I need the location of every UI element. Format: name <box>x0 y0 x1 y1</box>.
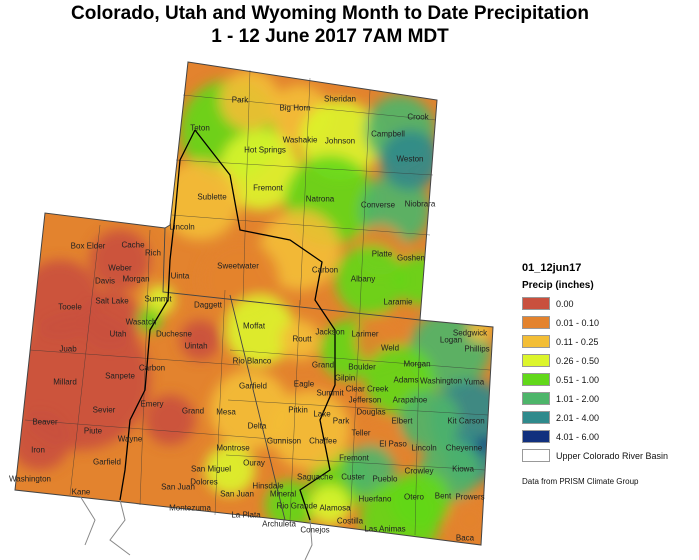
legend-row: 0.26 - 0.50 <box>522 351 668 370</box>
precip-area <box>220 70 280 130</box>
precip-area <box>180 320 220 360</box>
legend-row: 2.01 - 4.00 <box>522 408 668 427</box>
legend: 01_12jun17 Precip (inches) 0.00 0.01 - 0.… <box>522 262 668 486</box>
precip-area <box>90 230 150 290</box>
legend-basin-row: Upper Colorado River Basin <box>522 446 668 465</box>
upper-colorado-basin-outline <box>119 129 336 521</box>
legend-swatch <box>522 373 550 386</box>
precip-area <box>450 500 490 540</box>
legend-label: 0.01 - 0.10 <box>556 317 600 328</box>
county-boundaries <box>24 69 491 536</box>
precip-area <box>395 255 445 305</box>
precip-area <box>335 245 405 315</box>
legend-label: 4.01 - 6.00 <box>556 431 600 442</box>
map-title: Colorado, Utah and Wyoming Month to Date… <box>71 3 589 24</box>
legend-label: 0.51 - 1.00 <box>556 374 600 385</box>
state-borders <box>162 227 421 521</box>
legend-label: 2.01 - 4.00 <box>556 412 600 423</box>
legend-swatch <box>522 297 550 310</box>
precip-area <box>380 130 440 190</box>
legend-row: 4.01 - 6.00 <box>522 427 668 446</box>
data-credit: Data from PRISM Climate Group <box>522 477 639 486</box>
precip-area <box>265 480 315 530</box>
precip-area <box>15 410 70 470</box>
precip-area <box>80 290 140 350</box>
precip-area <box>400 390 460 450</box>
precip-area <box>477 437 493 453</box>
legend-swatch <box>522 316 550 329</box>
legend-swatch <box>522 354 550 367</box>
precip-area <box>345 445 395 495</box>
legend-label: 1.01 - 2.00 <box>556 393 600 404</box>
legend-row: 0.51 - 1.00 <box>522 370 668 389</box>
legend-row: 0.01 - 0.10 <box>522 313 668 332</box>
legend-row: 0.00 <box>522 294 668 313</box>
legend-row: 1.01 - 2.00 <box>522 389 668 408</box>
precip-area <box>210 370 290 450</box>
map-subtitle: 1 - 12 June 2017 7AM MDT <box>211 26 449 47</box>
precip-area <box>310 485 350 525</box>
precip-area <box>280 320 320 360</box>
legend-heading: Precip (inches) <box>522 280 594 291</box>
legend-swatch <box>522 411 550 424</box>
precip-area <box>220 130 300 210</box>
precip-area <box>468 318 492 342</box>
basin-outline-south <box>79 495 313 560</box>
precip-area <box>160 160 240 240</box>
legend-dataset: 01_12jun17 <box>522 262 582 274</box>
legend-swatch <box>522 430 550 443</box>
precip-area <box>145 395 195 445</box>
precip-area <box>360 480 440 545</box>
legend-label: 0.11 - 0.25 <box>556 336 599 347</box>
legend-label: 0.00 <box>556 298 574 309</box>
legend-row: 0.11 - 0.25 <box>522 332 668 351</box>
precip-area <box>205 445 255 495</box>
legend-swatch <box>522 335 550 348</box>
legend-basin-swatch <box>522 449 550 462</box>
legend-basin-label: Upper Colorado River Basin <box>556 450 669 461</box>
precip-area <box>138 308 162 332</box>
legend-label: 0.26 - 0.50 <box>556 355 600 366</box>
legend-swatch <box>522 392 550 405</box>
